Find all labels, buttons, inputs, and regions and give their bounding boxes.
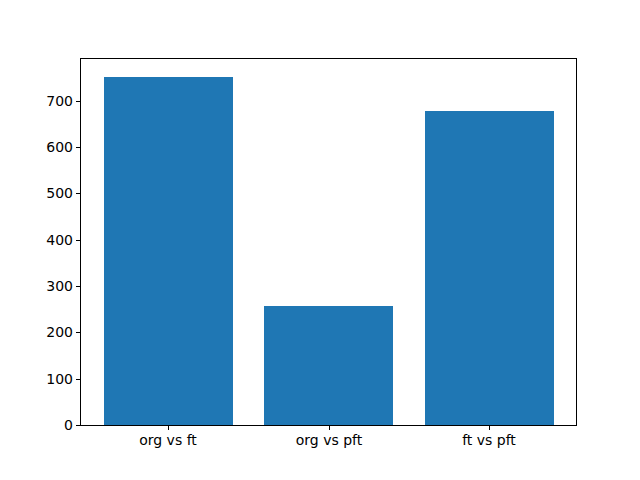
x-tick-mark (489, 426, 490, 430)
y-tick-mark (76, 379, 80, 380)
y-tick-mark (76, 193, 80, 194)
y-tick-label: 0 (23, 418, 73, 432)
bar-org-vs-ft (104, 77, 233, 425)
y-tick-label: 300 (23, 279, 73, 293)
y-tick-label: 100 (23, 372, 73, 386)
x-tick-label: org vs pft (259, 433, 399, 447)
y-tick-mark (76, 286, 80, 287)
y-tick-label: 600 (23, 140, 73, 154)
x-tick-mark (329, 426, 330, 430)
y-tick-mark (76, 101, 80, 102)
bar-org-vs-pft (264, 306, 393, 425)
y-tick-mark (76, 425, 80, 426)
bar-ft-vs-pft (425, 111, 554, 425)
y-tick-label: 400 (23, 233, 73, 247)
y-tick-mark (76, 332, 80, 333)
y-tick-label: 700 (23, 94, 73, 108)
y-tick-mark (76, 147, 80, 148)
x-tick-label: org vs ft (98, 433, 238, 447)
x-tick-label: ft vs pft (419, 433, 559, 447)
figure: 0 100 200 300 400 500 600 700 org vs ft org vs p… (0, 0, 640, 480)
plot-area: 0100200300400500600700 org vs ftorg vs p… (80, 58, 577, 426)
y-tick-label: 200 (23, 325, 73, 339)
x-tick-mark (168, 426, 169, 430)
y-tick-mark (76, 240, 80, 241)
y-tick-label: 500 (23, 186, 73, 200)
